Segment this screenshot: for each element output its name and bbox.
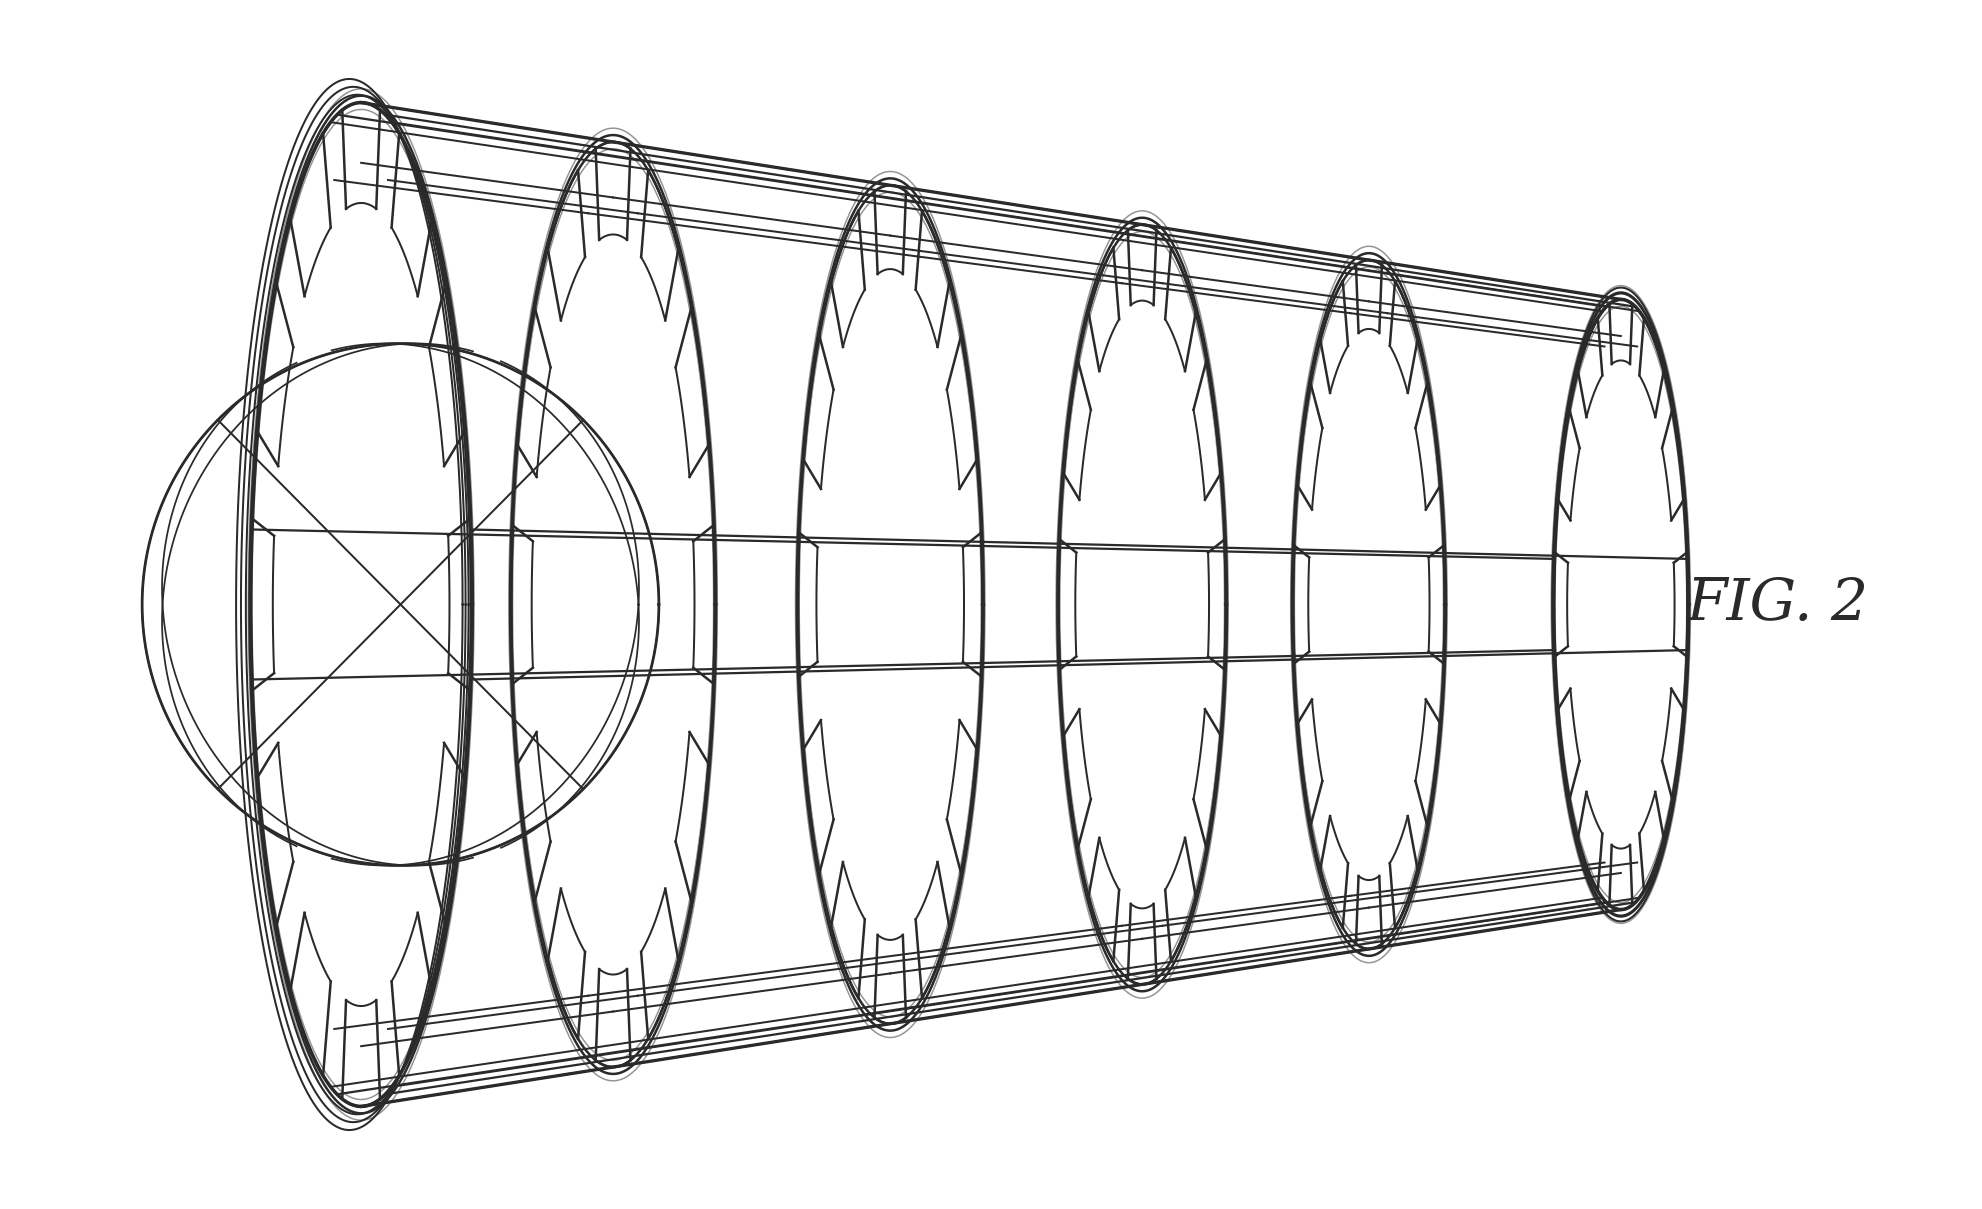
Text: FIG. 2: FIG. 2	[1687, 577, 1869, 632]
